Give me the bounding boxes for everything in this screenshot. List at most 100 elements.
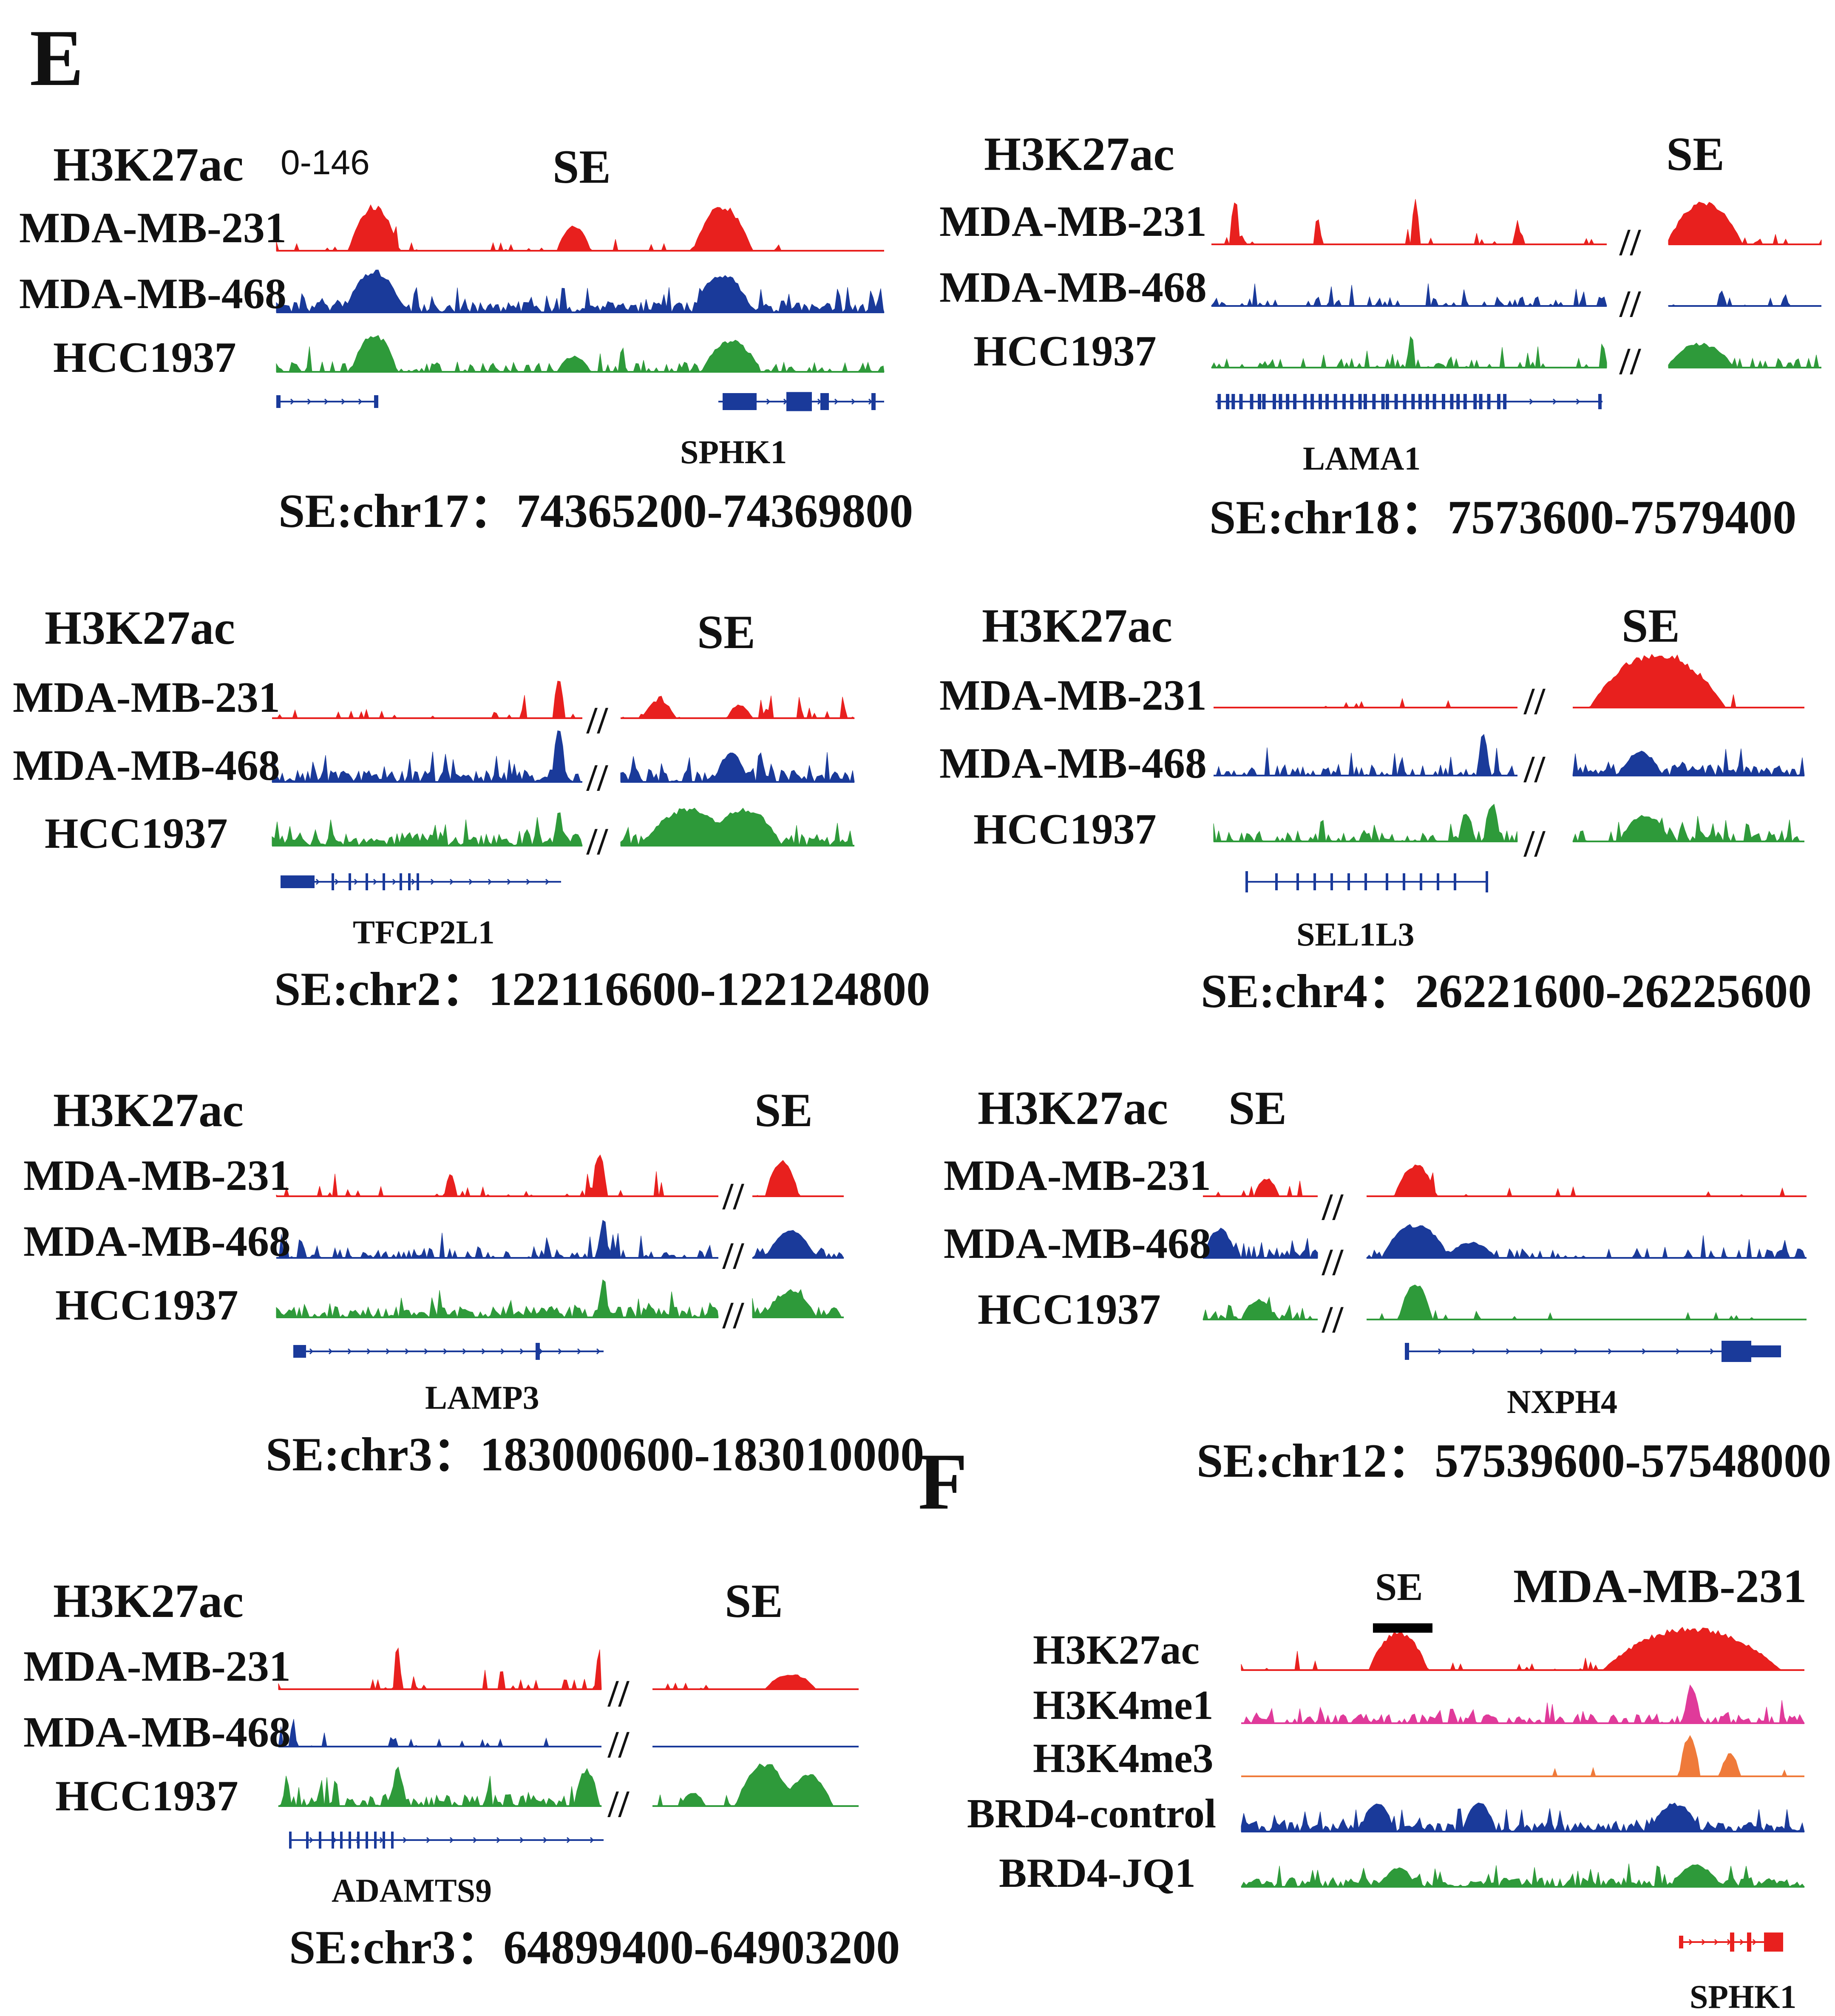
panel-adamts9: H3K27ac SE MDA-MB-231 MDA-MB-468 HCC1937… <box>23 1575 900 1974</box>
gene-name: NXPH4 <box>1507 1383 1617 1420</box>
track-label: BRD4-JQ1 <box>999 1850 1196 1896</box>
gene-exon <box>1450 394 1454 409</box>
track-hcc1937 <box>272 812 583 847</box>
se-coordinate: SE:chr18：7573600-7579400 <box>1209 491 1796 544</box>
se-bar <box>1373 1623 1432 1633</box>
track-h3k4me1 <box>1241 1684 1805 1724</box>
track-mda-mb-468-se <box>620 752 855 783</box>
panel-letter-e: E <box>30 14 84 103</box>
gene-exon <box>1722 1341 1751 1362</box>
se-coordinate: SE:chr3：64899400-64903200 <box>289 1921 900 1974</box>
track-label: HCC1937 <box>45 810 228 858</box>
gene-exon <box>723 393 757 410</box>
track-mda-mb-468 <box>1203 1228 1318 1259</box>
gene-exon <box>1411 394 1415 409</box>
gene-exon <box>1273 394 1276 409</box>
gene-exon <box>1347 873 1350 890</box>
axis-break-mark: // <box>1523 680 1546 722</box>
axis-break-mark: // <box>1322 1186 1344 1228</box>
axis-break-mark: // <box>607 1673 630 1715</box>
panel-f: SE MDA-MB-231 H3K27ac H3K4me1 H3K4me3 BR… <box>967 1560 1807 2015</box>
track-brd4-jq1 <box>1241 1863 1805 1888</box>
gene-exon <box>1358 394 1362 409</box>
track-label: MDA-MB-468 <box>939 263 1207 311</box>
gene-name: SEL1L3 <box>1296 916 1414 953</box>
track-label: H3K4me3 <box>1033 1736 1214 1781</box>
gene-exon <box>1437 873 1439 890</box>
gene-exon <box>1333 394 1337 409</box>
axis-break-mark: // <box>722 1294 744 1336</box>
track-label: HCC1937 <box>55 1281 238 1329</box>
track-label: H3K27ac <box>1033 1627 1200 1673</box>
strand-arrow <box>851 398 856 405</box>
gene-exon <box>1679 1936 1683 1948</box>
strand-arrow <box>462 1348 467 1355</box>
track-label: HCC1937 <box>53 334 236 382</box>
axis-break-mark: // <box>1619 221 1641 263</box>
strand-arrow <box>496 1837 501 1843</box>
strand-arrow <box>403 1837 407 1843</box>
track-mda-mb-231-se <box>1367 1164 1807 1197</box>
strand-arrow <box>424 1348 428 1355</box>
gene-exon <box>1310 394 1314 409</box>
strand-arrow <box>566 1837 571 1843</box>
strand-arrow <box>468 878 473 885</box>
strand-arrow <box>405 1348 409 1355</box>
panel-header: H3K27ac <box>53 1084 244 1137</box>
strand-arrow <box>1574 1348 1578 1355</box>
gene-exon <box>1231 394 1235 409</box>
strand-arrow <box>341 398 346 405</box>
track-hcc1937 <box>276 1279 719 1318</box>
panel-lamp3: H3K27ac SE MDA-MB-231 MDA-MB-468 HCC1937… <box>23 1084 924 1481</box>
track-mda-mb-231 <box>1211 199 1607 245</box>
strand-arrow <box>1739 1939 1744 1945</box>
strand-arrow <box>558 1348 562 1355</box>
panel-header: H3K27ac <box>45 602 235 654</box>
track-label: HCC1937 <box>973 327 1157 375</box>
strand-arrow <box>1438 1348 1442 1355</box>
gene-exon <box>1386 873 1388 890</box>
gene-name: SPHK1 <box>680 433 787 470</box>
track-brd4-control <box>1241 1802 1805 1832</box>
gene-exon <box>374 395 378 408</box>
track-hcc1937 <box>1203 1296 1318 1320</box>
axis-break-mark: // <box>607 1783 630 1825</box>
panel-nxph4: H3K27ac SE MDA-MB-231 MDA-MB-468 HCC1937… <box>944 1082 1831 1487</box>
track-hcc1937 <box>1211 336 1607 368</box>
gene-exon <box>1456 394 1460 409</box>
se-label: SE <box>1375 1565 1423 1608</box>
gene-exon <box>349 1832 351 1849</box>
strand-arrow <box>443 1348 448 1355</box>
strand-arrow <box>500 1348 505 1355</box>
se-label: SE <box>754 1084 813 1137</box>
strand-arrow <box>426 1837 431 1843</box>
gene-exon <box>1325 394 1329 409</box>
strand-arrow <box>366 1348 371 1355</box>
se-label: SE <box>1666 128 1724 181</box>
panel-header: H3K27ac <box>982 600 1172 652</box>
strand-arrow <box>430 878 435 885</box>
panel-lama1: H3K27ac SE MDA-MB-231 MDA-MB-468 HCC1937… <box>939 128 1796 544</box>
gene-exon <box>1381 394 1385 409</box>
gene-exon <box>289 1832 292 1849</box>
strand-arrow <box>358 398 363 405</box>
se-coordinate: SE:chr4：26221600-26225600 <box>1201 965 1812 1018</box>
axis-break-mark: // <box>1523 748 1546 790</box>
se-coordinate: SE:chr12：57539600-57548000 <box>1197 1435 1831 1487</box>
se-coordinate: SE:chr2：122116600-122124800 <box>274 963 930 1016</box>
strand-arrow <box>386 1348 390 1355</box>
gene-exon <box>340 1832 343 1849</box>
gene-exon <box>820 393 829 410</box>
strand-arrow <box>1608 1348 1612 1355</box>
strand-arrow <box>309 1348 314 1355</box>
gene-exon <box>1473 394 1477 409</box>
gene-exon <box>1319 394 1322 409</box>
se-coordinate: SE:chr3：183000600-183010000 <box>266 1428 924 1481</box>
track-mda-mb-231 <box>1214 698 1517 708</box>
se-label: SE <box>697 606 755 659</box>
strand-arrow <box>834 398 839 405</box>
gene-exon <box>1296 873 1299 890</box>
track-h3k4me3 <box>1241 1735 1804 1777</box>
strand-arrow <box>766 398 771 405</box>
gene-exon <box>1503 394 1507 409</box>
